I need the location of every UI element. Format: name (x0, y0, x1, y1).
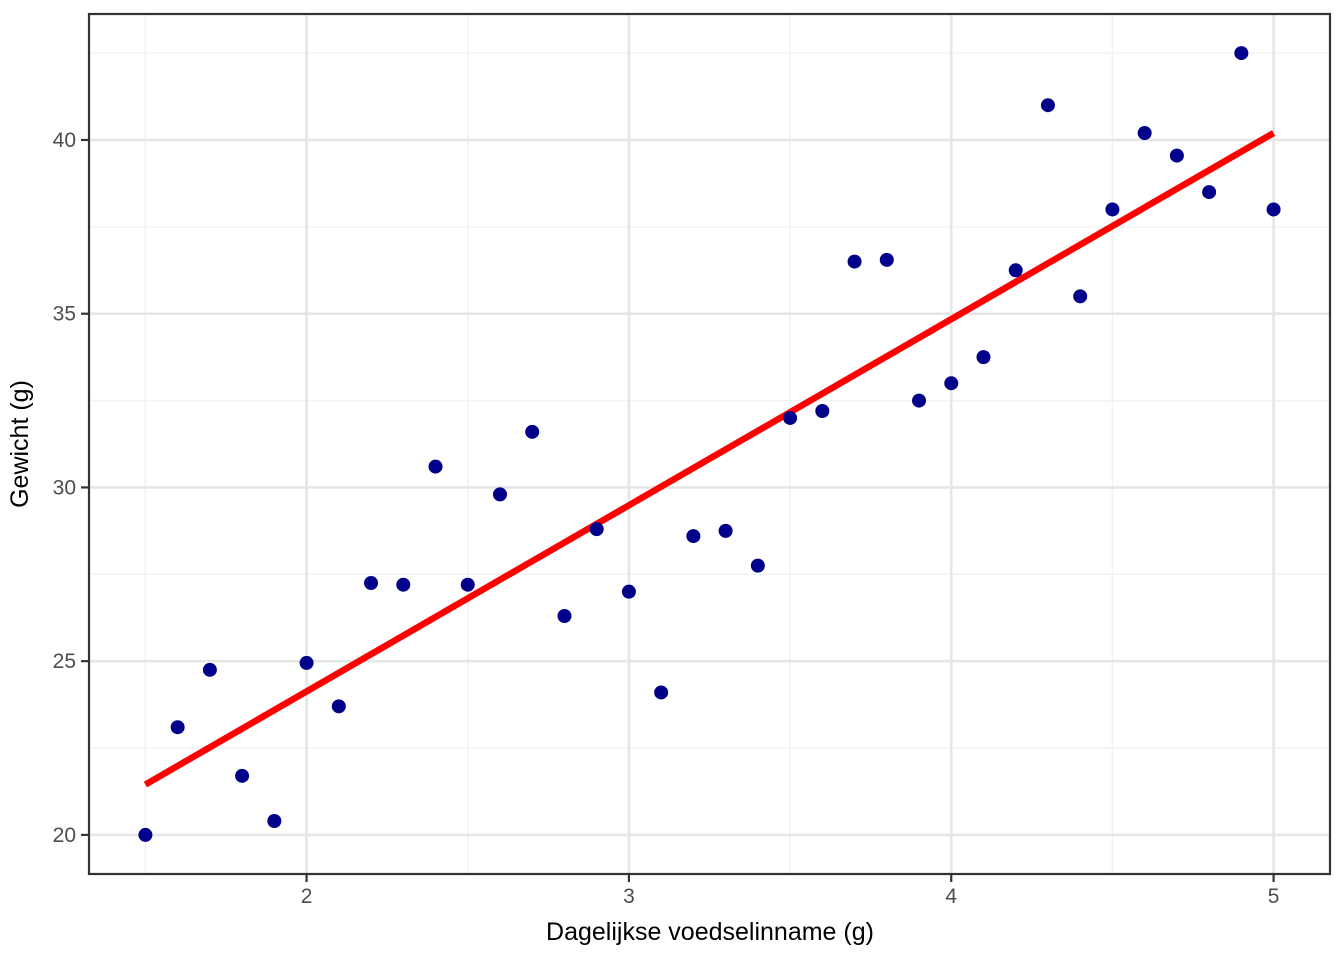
data-point (331, 699, 346, 714)
y-tick-labels: 20 25 30 35 40 (53, 129, 76, 847)
data-point (976, 350, 991, 365)
regression-line (143, 130, 1276, 788)
data-point (364, 575, 379, 590)
x-tick-label: 2 (301, 885, 313, 908)
x-tick-label: 4 (945, 885, 957, 908)
x-tick-label: 5 (1268, 885, 1280, 908)
data-point (1137, 126, 1152, 141)
data-point (686, 529, 701, 544)
data-point (299, 655, 314, 670)
y-tick-label: 40 (53, 129, 76, 152)
data-point (1266, 202, 1281, 217)
data-point (621, 584, 636, 599)
y-tick-label: 30 (53, 476, 76, 499)
data-point (1008, 263, 1023, 278)
data-point (1073, 289, 1088, 304)
data-point (235, 768, 250, 783)
data-point (396, 577, 411, 592)
data-points (138, 46, 1281, 842)
gridlines-minor (89, 14, 1330, 874)
panel-background (89, 14, 1330, 874)
data-point (460, 577, 475, 592)
data-point (1202, 185, 1217, 200)
data-point (1105, 202, 1120, 217)
y-tick-label: 25 (53, 650, 76, 673)
y-tick-label: 20 (53, 824, 76, 847)
x-tick-labels: 2 3 4 5 (301, 885, 1280, 908)
data-point (138, 827, 153, 842)
data-point (428, 459, 443, 474)
y-axis-title: Gewicht (g) (6, 380, 34, 508)
data-point (815, 403, 830, 418)
data-point (170, 720, 185, 735)
gridlines-major (89, 14, 1330, 874)
data-point (589, 522, 604, 537)
axis-tick-marks (81, 138, 1275, 882)
x-axis-title: Dagelijkse voedselinname (g) (546, 918, 874, 946)
data-point (912, 393, 927, 408)
data-point (202, 662, 217, 677)
data-point (654, 685, 669, 700)
data-point (1040, 98, 1055, 113)
data-point (944, 376, 959, 391)
data-point (1234, 46, 1249, 61)
x-tick-label: 3 (623, 885, 635, 908)
data-point (783, 410, 798, 425)
data-point (525, 424, 540, 439)
data-point (718, 523, 733, 538)
data-point (492, 487, 507, 502)
y-tick-label: 35 (53, 303, 76, 326)
data-point (1169, 148, 1184, 163)
data-point (750, 558, 765, 573)
data-point (267, 814, 282, 829)
data-point (879, 252, 894, 267)
data-point (557, 609, 572, 623)
data-point (847, 254, 862, 269)
panel-border (87, 12, 1332, 876)
